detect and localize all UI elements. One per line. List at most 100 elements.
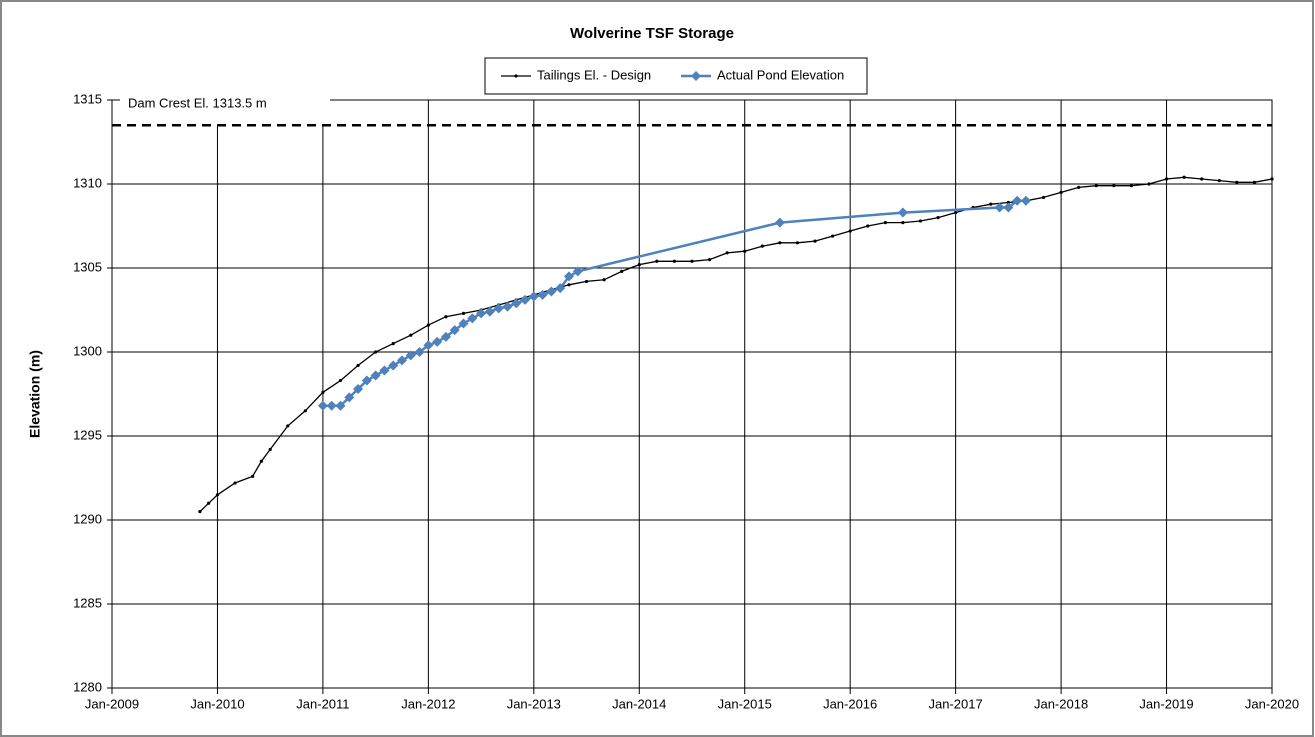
legend-box <box>484 57 868 95</box>
data-point <box>528 291 539 302</box>
data-point <box>994 202 1005 213</box>
data-point <box>778 241 782 245</box>
x-tick-label: Jan-2014 <box>612 696 666 711</box>
data-point <box>511 298 522 309</box>
data-point <box>795 241 800 245</box>
y-tick-label: 1290 <box>73 511 102 526</box>
y-tick-label: 1305 <box>73 259 102 274</box>
data-point <box>883 221 887 225</box>
data-point <box>1112 184 1116 188</box>
reference-label: Dam Crest El. 1313.5 m <box>128 95 267 110</box>
data-point <box>502 301 513 312</box>
data-point <box>897 207 908 218</box>
x-tick-label: Jan-2011 <box>296 696 349 711</box>
data-point <box>672 259 677 263</box>
legend-marker <box>514 74 518 78</box>
data-point <box>1217 179 1221 183</box>
data-point <box>602 278 606 282</box>
legend-label: Actual Pond Elevation <box>717 67 844 82</box>
data-point <box>725 251 729 255</box>
data-point <box>1006 200 1010 205</box>
data-point <box>409 333 413 337</box>
data-point <box>303 409 307 413</box>
data-point <box>1182 175 1186 179</box>
data-point <box>215 493 220 497</box>
data-point <box>520 294 531 305</box>
y-tick-label: 1310 <box>73 175 102 190</box>
data-point <box>484 306 495 317</box>
data-point <box>620 269 624 273</box>
data-point <box>251 474 255 478</box>
data-point <box>567 283 571 287</box>
data-point <box>901 221 905 225</box>
data-point <box>370 370 381 381</box>
x-tick-label: Jan-2019 <box>1139 696 1193 711</box>
data-point <box>572 266 583 277</box>
y-tick-label: 1315 <box>73 91 102 106</box>
data-point <box>546 286 557 297</box>
data-point <box>1020 195 1031 206</box>
data-point <box>655 259 659 263</box>
x-tick-label: Jan-2020 <box>1245 696 1299 711</box>
data-point <box>563 271 574 282</box>
plot-area-border <box>111 99 1273 689</box>
data-point <box>936 216 940 220</box>
data-point <box>1252 180 1257 184</box>
y-tick-label: 1280 <box>73 679 102 694</box>
data-point <box>338 378 343 383</box>
data-point <box>286 424 290 428</box>
data-point <box>405 350 416 361</box>
data-point <box>458 318 469 329</box>
data-point <box>207 501 211 505</box>
data-point <box>233 481 237 485</box>
data-point <box>1003 202 1014 213</box>
data-point <box>379 365 390 376</box>
x-tick-label: Jan-2012 <box>401 696 455 711</box>
data-point <box>326 400 337 411</box>
data-point <box>848 229 852 233</box>
data-point <box>1041 195 1046 200</box>
data-point <box>1077 185 1081 189</box>
data-point <box>321 390 325 394</box>
data-point <box>989 202 993 206</box>
data-point <box>954 210 958 215</box>
data-point <box>444 315 448 319</box>
data-point <box>584 279 589 284</box>
data-point <box>743 249 747 253</box>
legend-label: Tailings El. - Design <box>537 67 651 82</box>
data-point <box>432 336 443 347</box>
data-point <box>344 392 355 403</box>
data-point <box>555 283 566 294</box>
data-point <box>1094 184 1098 188</box>
data-point <box>426 323 430 327</box>
y-tick-label: 1295 <box>73 427 102 442</box>
data-point <box>690 259 694 263</box>
annotation-background <box>120 92 330 126</box>
data-point <box>1270 177 1274 181</box>
x-tick-label: Jan-2018 <box>1034 696 1088 711</box>
data-point <box>537 289 548 300</box>
data-point <box>317 400 328 411</box>
data-point <box>1012 195 1023 206</box>
data-point <box>353 383 364 394</box>
data-point <box>866 224 870 228</box>
x-tick-label: Jan-2013 <box>507 696 561 711</box>
x-tick-label: Jan-2016 <box>823 696 877 711</box>
x-tick-label: Jan-2015 <box>718 696 772 711</box>
legend-marker <box>691 71 701 81</box>
data-point <box>831 234 835 238</box>
data-point <box>1200 177 1204 181</box>
data-point <box>467 313 478 324</box>
data-point <box>391 342 395 346</box>
y-tick-label: 1300 <box>73 343 102 358</box>
data-point <box>493 303 504 314</box>
data-point <box>388 360 399 371</box>
data-point <box>1147 182 1151 186</box>
data-point <box>268 447 272 452</box>
data-point <box>774 217 785 228</box>
data-point <box>423 340 434 351</box>
data-point <box>1129 184 1133 188</box>
y-axis-label: Elevation (m) <box>27 350 43 438</box>
data-point <box>813 239 817 243</box>
